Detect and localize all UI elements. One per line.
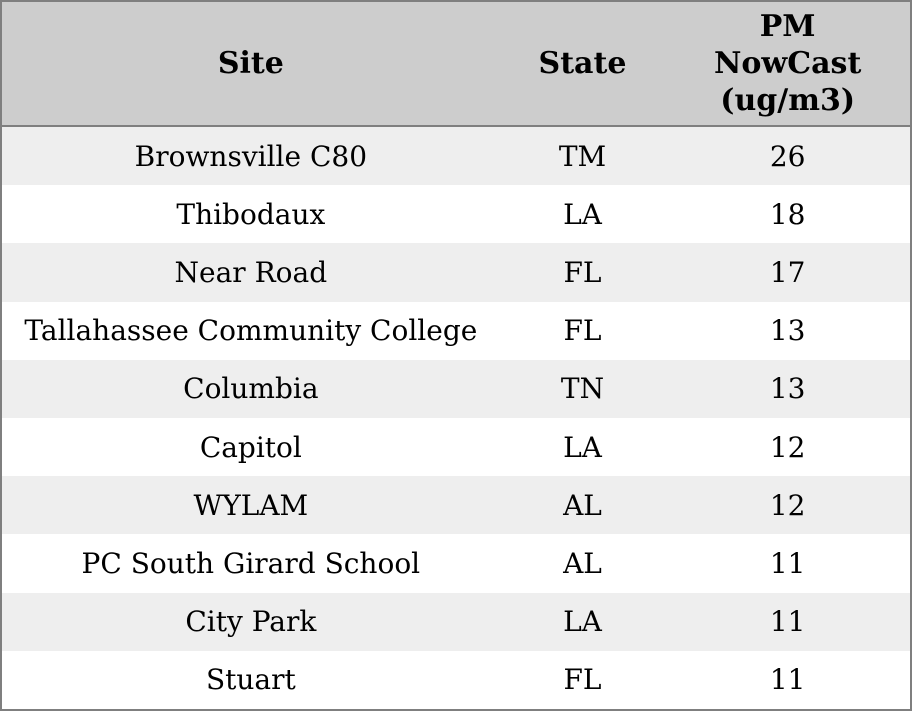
state-cell: FL: [563, 255, 602, 289]
site-cell: Stuart: [205, 663, 296, 697]
table-row: PC South Girard School AL 11: [1, 534, 911, 593]
state-cell: LA: [563, 197, 602, 231]
table-body: Brownsville C80 TM 26 Thibodaux LA 18 Ne…: [1, 126, 911, 710]
state-cell: AL: [563, 546, 602, 580]
table-row: Capitol LA 12: [1, 417, 911, 477]
pm-cell: 12: [769, 488, 806, 522]
column-header-site: Site: [1, 1, 500, 127]
pm-cell: 26: [769, 139, 806, 173]
pm-cell: 17: [769, 255, 806, 289]
table-row: WYLAM AL 12: [1, 476, 911, 535]
pm-cell: 11: [769, 663, 806, 697]
table-row: Brownsville C80 TM 26: [1, 126, 911, 186]
table-row: Columbia TN 13: [1, 359, 911, 418]
column-header-state: State: [499, 1, 666, 127]
pm-cell: 18: [769, 197, 806, 231]
state-cell: AL: [563, 488, 602, 522]
site-cell: Columbia: [183, 372, 319, 406]
site-cell: City Park: [185, 605, 317, 639]
site-cell: Near Road: [174, 255, 328, 289]
column-header-pm-nowcast: PM NowCast (ug/m3): [665, 1, 911, 127]
state-cell: TN: [560, 372, 605, 406]
state-cell: LA: [563, 605, 602, 639]
pm-cell: 11: [769, 605, 806, 639]
state-cell: FL: [563, 314, 602, 348]
pm-cell: 13: [769, 314, 806, 348]
state-cell: TM: [558, 139, 607, 173]
site-cell: PC South Girard School: [81, 546, 421, 580]
table-row: Thibodaux LA 18: [1, 185, 911, 244]
site-cell: Tallahassee Community College: [24, 314, 478, 348]
pm-cell: 11: [769, 546, 806, 580]
table-row: Stuart FL 11: [1, 650, 911, 710]
table-header: Site State PM NowCast (ug/m3): [1, 1, 911, 127]
site-cell: Thibodaux: [176, 197, 326, 231]
state-cell: FL: [563, 663, 602, 697]
table-header-row: Site State PM NowCast (ug/m3): [1, 1, 911, 127]
site-cell: Brownsville C80: [134, 139, 368, 173]
site-cell: WYLAM: [193, 488, 309, 522]
table-row: City Park LA 11: [1, 592, 911, 651]
table-row: Near Road FL 17: [1, 243, 911, 302]
site-cell: Capitol: [199, 430, 302, 464]
pm-cell: 12: [769, 430, 806, 464]
pm-cell: 13: [769, 372, 806, 406]
state-cell: LA: [563, 430, 602, 464]
table-row: Tallahassee Community College FL 13: [1, 301, 911, 360]
